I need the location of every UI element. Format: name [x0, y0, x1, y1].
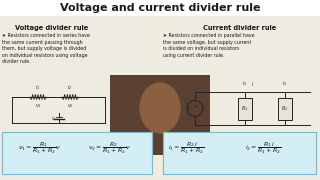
Text: $R_2$: $R_2$ — [281, 104, 289, 113]
Text: $v_1 = \dfrac{R_1}{R_1 + R_2}v$: $v_1 = \dfrac{R_1}{R_1 + R_2}v$ — [18, 140, 61, 156]
FancyBboxPatch shape — [162, 16, 320, 180]
FancyBboxPatch shape — [238, 98, 252, 120]
Ellipse shape — [140, 83, 180, 133]
FancyBboxPatch shape — [163, 132, 316, 174]
Text: $i$: $i$ — [251, 80, 254, 88]
Text: Current divider rule: Current divider rule — [204, 25, 276, 31]
Text: ➤ Resistors connected in parallel have
the same voltage, but supply current
is d: ➤ Resistors connected in parallel have t… — [163, 33, 255, 58]
Text: $R_1$: $R_1$ — [241, 104, 249, 113]
FancyBboxPatch shape — [0, 0, 320, 16]
Text: $i_2$: $i_2$ — [283, 79, 288, 88]
Text: $v_2$: $v_2$ — [67, 102, 73, 110]
Text: $V$: $V$ — [186, 105, 192, 112]
FancyBboxPatch shape — [110, 75, 210, 155]
FancyBboxPatch shape — [278, 98, 292, 120]
Text: $i_1$: $i_1$ — [242, 79, 248, 88]
Text: Voltage divider rule: Voltage divider rule — [15, 25, 89, 31]
Text: ➤ Resistors connected in series have
the same current passing through
them, but : ➤ Resistors connected in series have the… — [2, 33, 90, 64]
Text: $i_1 = \dfrac{R_2\,i}{R_1 + R_2}$: $i_1 = \dfrac{R_2\,i}{R_1 + R_2}$ — [168, 140, 204, 156]
Text: +: + — [193, 104, 197, 109]
Text: $v$: $v$ — [51, 114, 55, 122]
FancyBboxPatch shape — [2, 132, 152, 174]
Text: $i_2$: $i_2$ — [68, 83, 73, 92]
Text: $i_2 = \dfrac{R_1\,i}{R_1 + R_2}$: $i_2 = \dfrac{R_1\,i}{R_1 + R_2}$ — [245, 140, 282, 156]
Text: $i_1$: $i_1$ — [36, 83, 41, 92]
FancyBboxPatch shape — [0, 16, 158, 180]
Text: $v_2 = \dfrac{R_2}{R_1 + R_2}v$: $v_2 = \dfrac{R_2}{R_1 + R_2}v$ — [88, 140, 131, 156]
FancyBboxPatch shape — [0, 16, 320, 180]
Text: $v_1$: $v_1$ — [35, 102, 41, 110]
Text: Voltage and current divider rule: Voltage and current divider rule — [60, 3, 260, 13]
